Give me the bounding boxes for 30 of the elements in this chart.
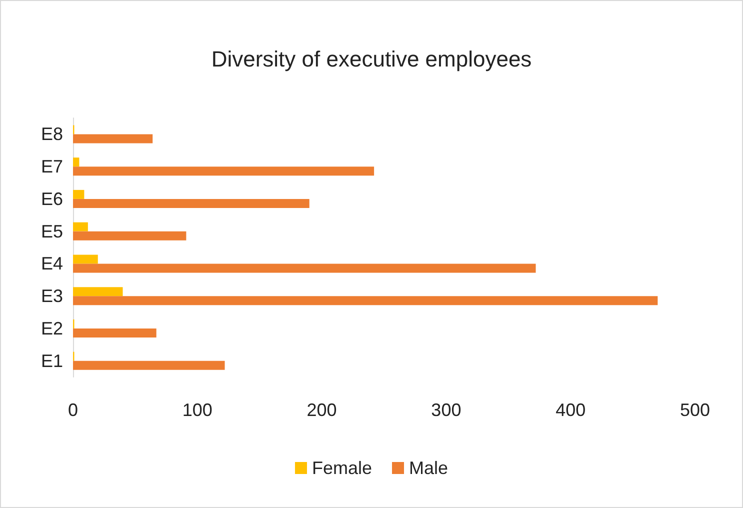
y-tick-label: E7 bbox=[40, 156, 63, 177]
chart-title: Diversity of executive employees bbox=[211, 46, 532, 72]
bar bbox=[73, 254, 98, 264]
legend-label: Female bbox=[312, 458, 372, 478]
y-tick-label: E8 bbox=[40, 124, 63, 144]
bar bbox=[73, 222, 88, 232]
x-tick-label: 200 bbox=[306, 400, 337, 420]
y-tick-label: E5 bbox=[40, 221, 63, 242]
bar bbox=[73, 231, 186, 240]
y-tick-label: E4 bbox=[40, 254, 63, 274]
x-tick-label: 400 bbox=[556, 400, 586, 420]
bar bbox=[73, 264, 536, 273]
bar bbox=[73, 190, 84, 199]
y-tick-label: E3 bbox=[40, 286, 63, 306]
bar bbox=[73, 134, 153, 144]
y-tick-label: E2 bbox=[40, 318, 63, 338]
y-tick-label: E1 bbox=[40, 350, 63, 371]
x-tick-label: 100 bbox=[182, 400, 212, 420]
x-tick-label: 0 bbox=[68, 400, 78, 420]
x-tick-label: 500 bbox=[680, 400, 710, 420]
bar bbox=[73, 296, 658, 306]
y-tick-label: E6 bbox=[40, 188, 63, 209]
x-tick-label: 300 bbox=[431, 400, 462, 420]
bar bbox=[73, 287, 123, 296]
bar bbox=[73, 360, 225, 370]
legend-label: Male bbox=[409, 458, 448, 478]
bar bbox=[73, 158, 80, 167]
bar bbox=[73, 328, 156, 338]
bar bbox=[73, 166, 374, 176]
bar bbox=[73, 198, 310, 208]
